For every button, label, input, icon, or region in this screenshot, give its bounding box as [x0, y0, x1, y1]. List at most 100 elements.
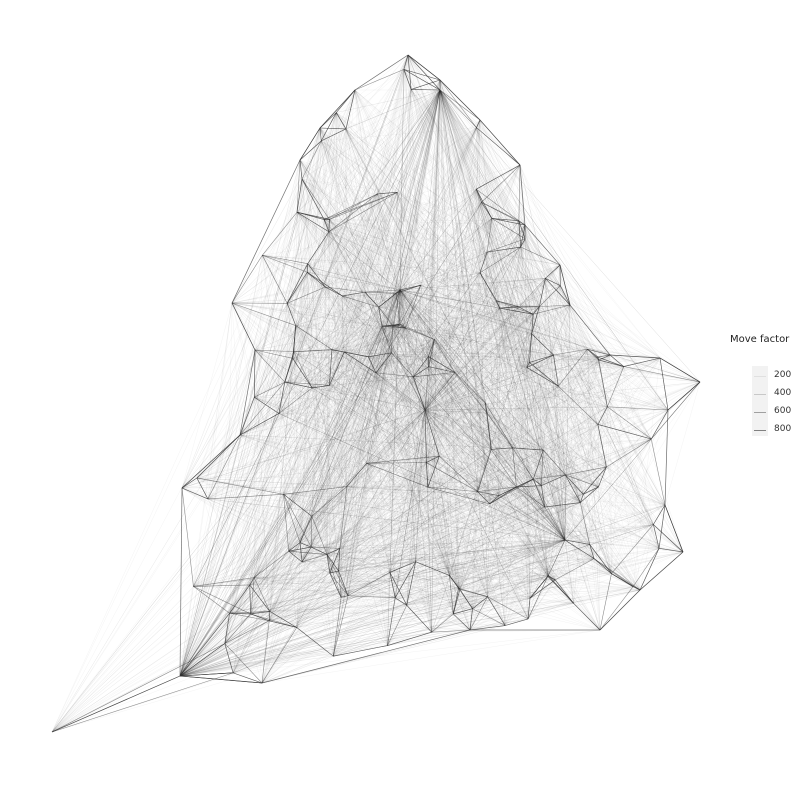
flow-edge: [328, 231, 401, 325]
flow-edge: [262, 255, 303, 562]
flow-edge: [344, 323, 401, 353]
flow-edge: [179, 325, 296, 677]
flow-edge: [516, 354, 611, 488]
flow-edge: [310, 218, 493, 548]
flow-edge: [51, 351, 294, 733]
flow-edge: [405, 328, 450, 576]
flow-edge: [526, 367, 654, 525]
flow-edge: [476, 127, 669, 411]
flow-edge: [319, 127, 427, 463]
flow-edge: [389, 362, 530, 573]
legend-entry: 800: [752, 424, 800, 436]
flow-edge: [389, 558, 595, 573]
legend-line-swatch: [754, 430, 766, 431]
flow-edge: [607, 406, 660, 549]
flow-edge: [51, 376, 414, 733]
flow-edge: [580, 406, 608, 503]
flow-edge: [476, 127, 601, 631]
flow-edge: [51, 548, 340, 733]
flow-edge: [239, 434, 581, 503]
flow-edge: [239, 434, 612, 574]
flow-edge: [293, 292, 397, 352]
flow-edge: [299, 220, 520, 543]
flow-edge: [479, 238, 526, 273]
flow-edge: [420, 284, 598, 358]
flow-edge: [232, 325, 296, 673]
flow-edge: [310, 224, 526, 548]
flow-edge: [472, 466, 607, 609]
flow-edge: [410, 89, 571, 306]
flow-edge: [284, 381, 506, 626]
flow-edge: [254, 164, 521, 351]
flow-edge: [339, 349, 588, 549]
flow-edge: [329, 486, 517, 574]
flow-edge: [296, 212, 684, 553]
flow-edge: [288, 506, 545, 552]
flow-edge: [254, 349, 660, 549]
flow-edge: [381, 326, 454, 615]
flow-edge: [606, 466, 684, 553]
flow-edge: [439, 79, 588, 350]
flow-edge: [489, 304, 571, 504]
flow-edge: [179, 238, 526, 677]
flow-edge: [377, 193, 429, 367]
flow-edge: [399, 289, 549, 576]
flow-edge: [476, 127, 600, 361]
flow-edge: [607, 406, 641, 591]
flow-edge: [179, 548, 660, 677]
flow-edge: [439, 79, 530, 363]
flow-edge: [366, 372, 456, 464]
flow-edge: [283, 494, 531, 599]
flow-edge: [254, 306, 518, 578]
flow-edge: [224, 449, 544, 644]
flow-edge: [292, 358, 599, 361]
flow-edge: [239, 54, 409, 436]
flow-edge: [207, 306, 518, 500]
flow-edge: [284, 263, 308, 383]
flow-edge: [328, 231, 556, 580]
flow-edge: [533, 424, 599, 480]
flow-edge: [344, 307, 500, 353]
flow-edge: [491, 218, 654, 525]
flow-edge: [293, 306, 518, 352]
flow-edge: [325, 286, 588, 350]
flow-edge: [499, 238, 526, 309]
flow-edge: [278, 79, 441, 414]
flow-edge: [517, 306, 549, 576]
flow-edge: [498, 306, 518, 496]
flow-edge: [541, 424, 599, 486]
flow-edge: [587, 349, 601, 631]
flow-edge: [311, 387, 328, 555]
flow-edge: [533, 285, 561, 480]
flow-edge: [283, 218, 493, 495]
flow-edge: [504, 474, 566, 626]
flow-edge: [324, 286, 334, 657]
flow-edge: [312, 354, 611, 389]
flow-edge: [477, 119, 481, 492]
flow-edge: [51, 202, 482, 733]
flow-edge: [392, 325, 554, 356]
flow-edge: [375, 372, 454, 615]
flow-edge: [397, 192, 595, 559]
edges: [51, 54, 701, 733]
flow-edge: [269, 286, 326, 612]
flow-edge: [312, 220, 520, 389]
flow-edge: [312, 387, 427, 463]
flow-edge: [311, 112, 337, 517]
flow-edge: [311, 387, 348, 487]
flow-edge: [431, 575, 549, 633]
flow-edge: [254, 193, 378, 351]
flow-edge: [196, 477, 471, 631]
flow-edge: [499, 264, 561, 309]
flow-edge: [431, 544, 590, 633]
flow-edge: [397, 192, 669, 411]
flow-edge: [547, 551, 684, 577]
flow-edge: [375, 372, 388, 646]
flow-edge: [339, 293, 397, 549]
flow-edge: [347, 224, 526, 596]
flow-edge: [254, 202, 482, 398]
flow-edge: [179, 487, 183, 677]
flow-edge: [311, 546, 660, 549]
flow-edge: [268, 551, 289, 621]
